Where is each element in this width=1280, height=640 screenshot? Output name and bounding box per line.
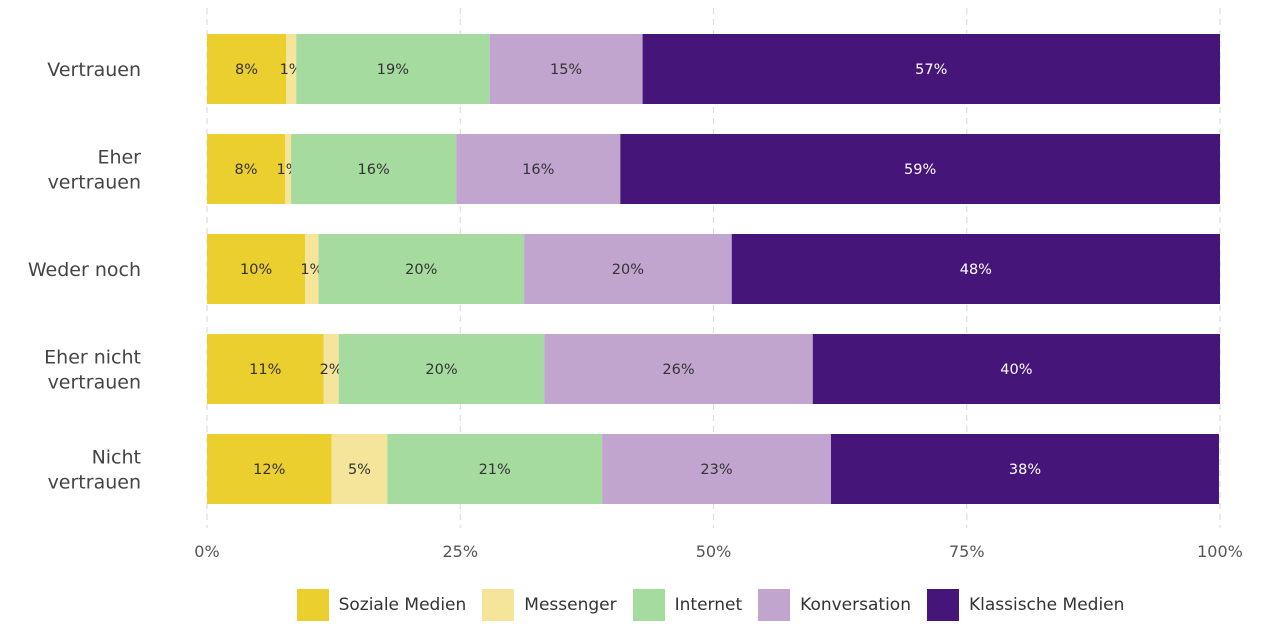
legend-swatch: [296, 589, 329, 621]
data-label: 48%: [960, 262, 992, 278]
legend-label: Konversation: [800, 595, 911, 615]
category-label: Eher: [97, 147, 141, 169]
category-label: vertrauen: [48, 172, 141, 194]
data-label: 16%: [358, 162, 390, 178]
legend-item-soziale-medien: Soziale Medien: [296, 589, 467, 621]
category-label: vertrauen: [48, 372, 141, 394]
data-label: 40%: [1000, 362, 1032, 378]
legend-label: Internet: [674, 595, 743, 615]
category-label: Vertrauen: [47, 59, 141, 81]
bar-segment: [285, 134, 292, 204]
data-label: 21%: [479, 462, 511, 478]
legend-swatch: [926, 589, 959, 621]
data-label: 8%: [234, 162, 257, 178]
bar-segment: [338, 334, 545, 404]
legend-swatch: [482, 589, 515, 621]
data-label: 15%: [550, 62, 582, 78]
bar-segment: [296, 34, 490, 104]
x-tick-label: 100%: [1197, 542, 1243, 561]
legend-label: Soziale Medien: [338, 595, 467, 615]
data-label: 5%: [348, 462, 371, 478]
data-label: 10%: [240, 262, 272, 278]
x-tick-label: 50%: [696, 542, 732, 561]
data-label: 59%: [904, 162, 936, 178]
bar-segment: [456, 134, 621, 204]
bar-segment: [305, 234, 319, 304]
bar-segment: [387, 434, 603, 504]
bar-segment: [318, 234, 525, 304]
legend-item-klassische-medien: Klassische Medien: [926, 589, 1125, 621]
legend-item-messenger: Messenger: [482, 589, 617, 621]
bar-segment: [731, 234, 1220, 304]
data-label: 57%: [915, 62, 947, 78]
data-label: 20%: [425, 362, 457, 378]
x-tick-label: 75%: [949, 542, 985, 561]
legend-label: Klassische Medien: [968, 595, 1125, 615]
legend-item-internet: Internet: [632, 589, 743, 621]
category-label: Eher nicht: [44, 347, 141, 369]
data-label: 19%: [377, 62, 409, 78]
category-label: vertrauen: [48, 472, 141, 494]
data-label: 12%: [253, 462, 285, 478]
legend: Soziale Medien Messenger Internet Konver…: [0, 588, 1280, 622]
bar-segment: [489, 34, 643, 104]
legend-label: Messenger: [524, 595, 617, 615]
bar-segment: [544, 334, 813, 404]
bar-segment: [207, 134, 286, 204]
bar-segment: [831, 434, 1219, 504]
bar-segment: [602, 434, 832, 504]
category-label: Nicht: [92, 447, 141, 469]
bar-segment: [642, 34, 1220, 104]
bar-segment: [207, 434, 332, 504]
data-label: 16%: [522, 162, 554, 178]
data-label: 20%: [612, 262, 644, 278]
legend-swatch: [632, 589, 665, 621]
bar-segment: [286, 34, 297, 104]
category-label: Weder noch: [28, 259, 141, 281]
data-label: 11%: [249, 362, 281, 378]
data-label: 23%: [700, 462, 732, 478]
legend-swatch: [758, 589, 791, 621]
data-label: 26%: [662, 362, 694, 378]
data-label: 38%: [1009, 462, 1041, 478]
bar-segment: [207, 334, 324, 404]
bar-segment: [331, 434, 388, 504]
bar-segment: [291, 134, 457, 204]
bar-segment: [207, 234, 306, 304]
x-tick-label: 25%: [442, 542, 478, 561]
x-tick-label: 0%: [194, 542, 219, 561]
bar-segment: [620, 134, 1220, 204]
bar-segment: [524, 234, 732, 304]
data-label: 2%: [320, 362, 343, 378]
data-label: 20%: [405, 262, 437, 278]
data-label: 8%: [235, 62, 258, 78]
bar-segment: [812, 334, 1220, 404]
bar-segment: [207, 34, 287, 104]
data-label: 1%: [300, 262, 323, 278]
legend-item-konversation: Konversation: [758, 589, 911, 621]
bar-segment: [323, 334, 339, 404]
